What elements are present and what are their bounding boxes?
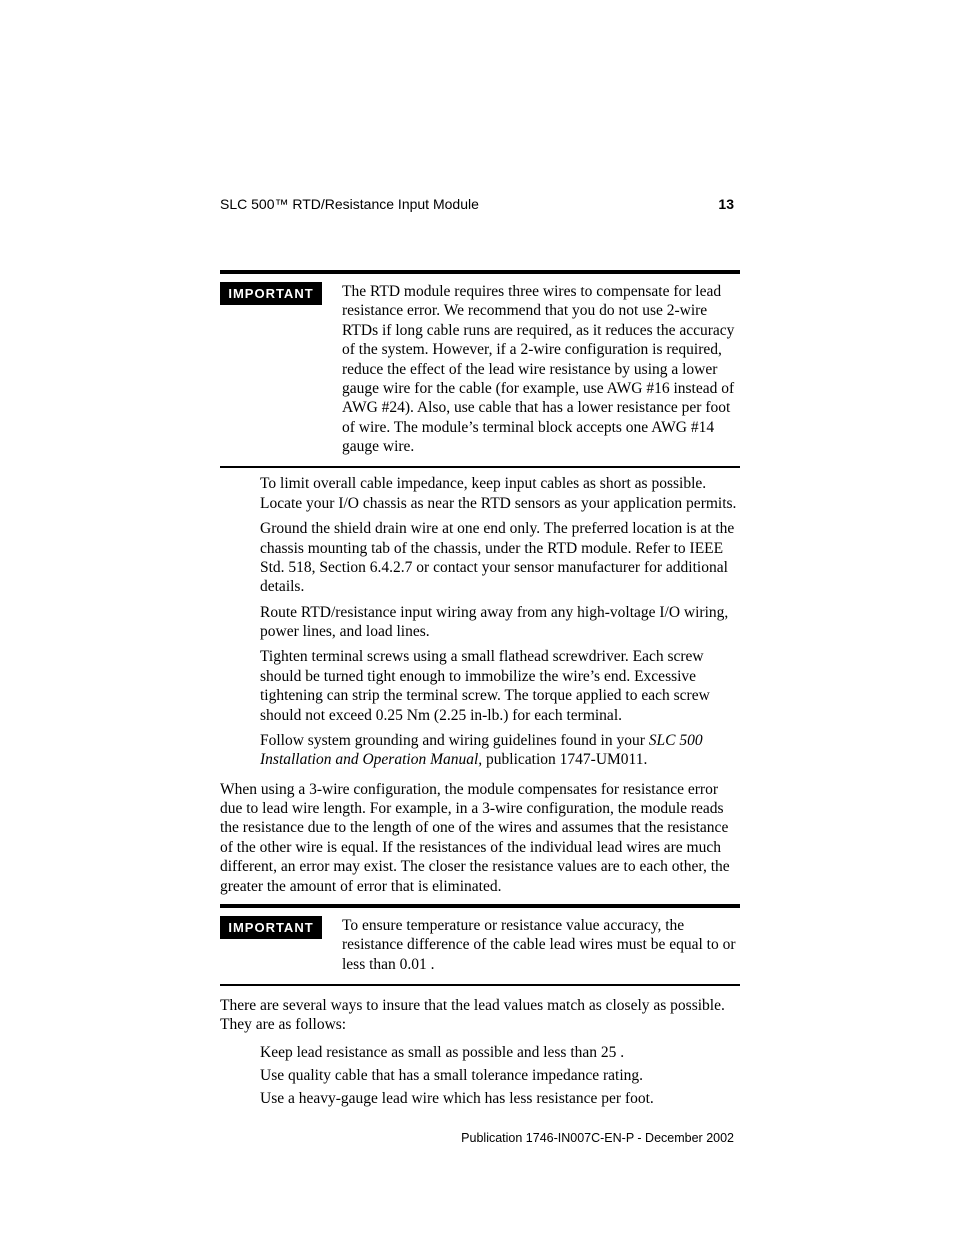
paragraph-5b: publication 1747-UM011.: [482, 751, 647, 768]
page-header: SLC 500™ RTD/Resistance Input Module 13: [220, 196, 734, 214]
paragraph-2: Ground the shield drain wire at one end …: [260, 519, 740, 597]
bullet-3: Use a heavy-gauge lead wire which has le…: [260, 1087, 740, 1110]
important-box-1: IMPORTANT The RTD module requires three …: [220, 282, 740, 456]
page-number: 13: [718, 196, 734, 212]
rule-light: [220, 466, 740, 468]
important-2-text: To ensure temperature or resistance valu…: [342, 916, 740, 974]
paragraph-6: When using a 3-wire configuration, the m…: [220, 780, 740, 896]
rule-heavy: [220, 270, 740, 274]
bullet-1: Keep lead resistance as small as possibl…: [260, 1041, 740, 1064]
footer: Publication 1746-IN007C-EN-P - December …: [220, 1131, 734, 1145]
bullet-2: Use quality cable that has a small toler…: [260, 1064, 740, 1087]
paragraph-1: To limit overall cable impedance, keep i…: [260, 474, 740, 513]
important-1-text: The RTD module requires three wires to c…: [342, 282, 740, 456]
header-title: SLC 500™ RTD/Resistance Input Module: [220, 196, 479, 212]
rule-heavy-2: [220, 904, 740, 908]
paragraph-5: Follow system grounding and wiring guide…: [260, 731, 740, 770]
important-box-2: IMPORTANT To ensure temperature or resis…: [220, 916, 740, 974]
bullet-list: Keep lead resistance as small as possibl…: [260, 1041, 740, 1111]
paragraph-5a: Follow system grounding and wiring guide…: [260, 732, 649, 749]
page: SLC 500™ RTD/Resistance Input Module 13 …: [0, 0, 954, 1235]
important-badge-2: IMPORTANT: [220, 916, 322, 939]
rule-light-2: [220, 984, 740, 986]
important-badge: IMPORTANT: [220, 282, 322, 305]
paragraph-3: Route RTD/resistance input wiring away f…: [260, 603, 740, 642]
paragraph-7: There are several ways to insure that th…: [220, 996, 740, 1035]
content-area: IMPORTANT The RTD module requires three …: [220, 270, 740, 1111]
paragraph-4: Tighten terminal screws using a small fl…: [260, 647, 740, 725]
